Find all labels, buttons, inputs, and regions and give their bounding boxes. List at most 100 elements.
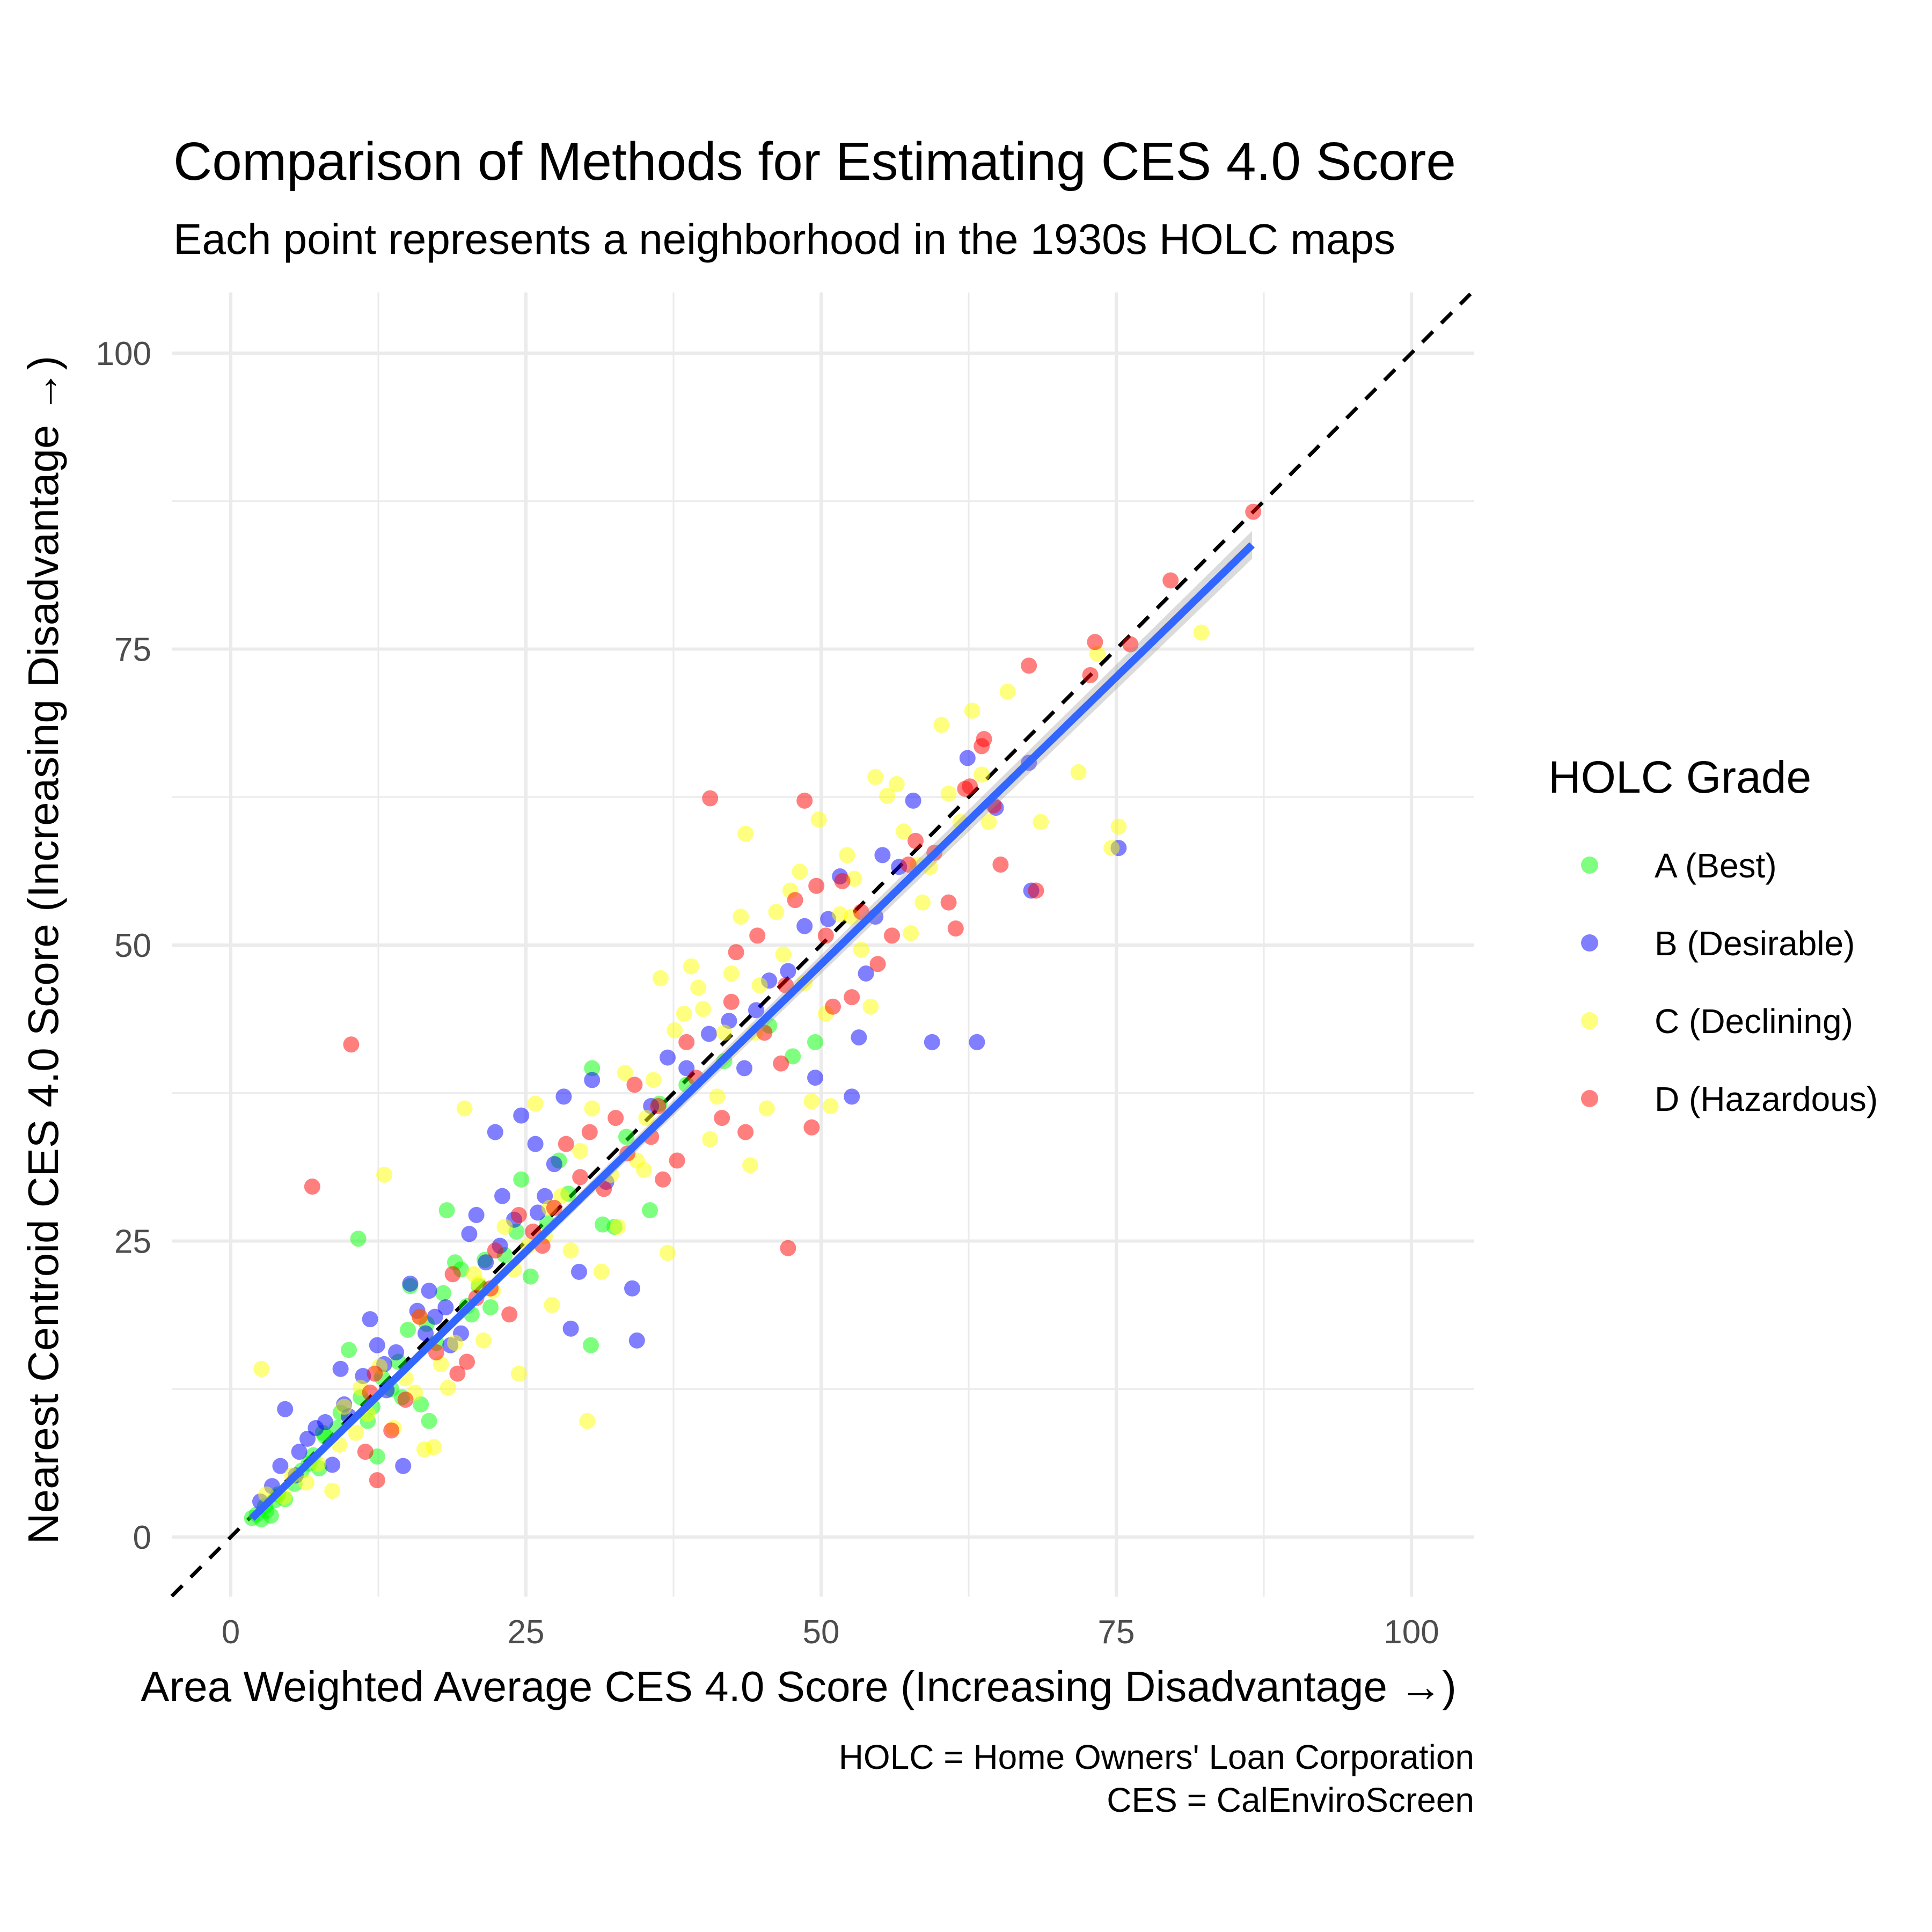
- data-point: [908, 832, 924, 849]
- data-point: [544, 1297, 560, 1313]
- data-point: [437, 1299, 454, 1316]
- data-point: [395, 1458, 412, 1474]
- data-point: [478, 1254, 494, 1271]
- legend-key: [1581, 1090, 1598, 1107]
- y-tick-label: 100: [96, 335, 151, 372]
- data-point: [879, 788, 896, 804]
- data-point: [435, 1285, 451, 1301]
- data-point: [1110, 818, 1127, 835]
- data-point: [562, 1242, 579, 1259]
- legend-label: A (Best): [1655, 846, 1777, 885]
- data-point: [610, 1219, 626, 1235]
- data-point: [701, 1026, 717, 1042]
- data-point: [773, 1055, 789, 1072]
- data-point: [1122, 636, 1139, 653]
- data-point: [992, 856, 1009, 873]
- data-point: [900, 856, 917, 873]
- y-axis-title: Nearest Centroid CES 4.0 Score (Increasi…: [19, 356, 67, 1544]
- data-point: [792, 863, 808, 880]
- data-point: [1033, 814, 1049, 830]
- data-point: [447, 1335, 463, 1351]
- data-point: [558, 1136, 574, 1152]
- data-point: [709, 1088, 726, 1105]
- data-point: [449, 1365, 466, 1382]
- data-point: [1193, 624, 1210, 641]
- data-point: [357, 1444, 374, 1460]
- data-point: [645, 1072, 662, 1088]
- data-point: [808, 877, 825, 894]
- data-point: [332, 1360, 349, 1377]
- legend-label: B (Desirable): [1655, 924, 1855, 963]
- data-point: [388, 1344, 404, 1360]
- data-point: [1021, 657, 1037, 674]
- data-point: [803, 1119, 820, 1136]
- legend-label: D (Hazardous): [1655, 1080, 1878, 1118]
- data-point: [785, 1048, 801, 1065]
- data-point: [733, 909, 749, 925]
- data-point: [584, 1060, 601, 1077]
- data-point: [869, 956, 886, 972]
- data-point: [962, 778, 978, 795]
- data-point: [348, 1424, 364, 1441]
- data-point: [456, 1100, 473, 1117]
- data-point: [461, 1226, 478, 1242]
- data-point: [652, 970, 669, 986]
- data-point: [253, 1360, 270, 1377]
- data-point: [277, 1401, 294, 1417]
- data-point: [796, 918, 813, 934]
- data-point: [844, 989, 860, 1006]
- legend: HOLC Grade A (Best) B (Desirable) C (Decli…: [1548, 752, 1878, 1118]
- y-tick-label: 25: [114, 1224, 151, 1261]
- data-point: [660, 1245, 676, 1261]
- x-tick-label: 75: [1098, 1614, 1135, 1651]
- data-point: [421, 1413, 437, 1429]
- data-point: [638, 1110, 655, 1126]
- data-point: [853, 904, 869, 920]
- data-point: [369, 1337, 385, 1353]
- data-point: [487, 1242, 503, 1259]
- legend-key: [1581, 934, 1598, 952]
- data-point: [350, 1231, 367, 1247]
- data-point: [796, 792, 813, 809]
- data-point: [858, 965, 874, 982]
- data-point: [397, 1392, 414, 1408]
- data-point: [768, 904, 785, 920]
- data-point: [903, 925, 919, 941]
- x-axis-title: Area Weighted Average CES 4.0 Score (Inc…: [141, 1663, 1457, 1710]
- data-point: [608, 1110, 624, 1126]
- data-point: [444, 1266, 461, 1283]
- data-point: [1087, 634, 1103, 650]
- data-point: [593, 1263, 610, 1280]
- legend-key: [1581, 857, 1598, 874]
- data-point: [896, 823, 912, 840]
- data-point: [487, 1124, 503, 1140]
- data-point: [775, 946, 792, 963]
- data-point: [510, 1365, 527, 1382]
- data-point: [1162, 572, 1179, 589]
- data-point: [1070, 764, 1087, 780]
- data-point: [980, 814, 997, 830]
- data-point: [974, 766, 990, 783]
- data-point: [475, 1332, 492, 1349]
- data-point: [702, 1131, 719, 1147]
- data-point: [496, 1219, 513, 1235]
- data-point: [737, 825, 754, 842]
- x-axis-ticks: 0 25 50 75 100: [222, 1614, 1439, 1651]
- data-point: [402, 1275, 419, 1292]
- data-point: [749, 927, 766, 944]
- data-point: [626, 1077, 643, 1093]
- data-point: [369, 1472, 385, 1489]
- data-point: [343, 1036, 360, 1053]
- data-point: [522, 1268, 539, 1285]
- data-point: [807, 1070, 823, 1086]
- data-point: [298, 1474, 314, 1491]
- data-point: [427, 1308, 443, 1325]
- data-point: [851, 1029, 867, 1046]
- data-point: [1028, 882, 1044, 899]
- data-point: [874, 847, 891, 863]
- data-point: [291, 1444, 308, 1460]
- data-point: [367, 1365, 383, 1382]
- data-point: [787, 892, 803, 909]
- data-point: [940, 785, 957, 802]
